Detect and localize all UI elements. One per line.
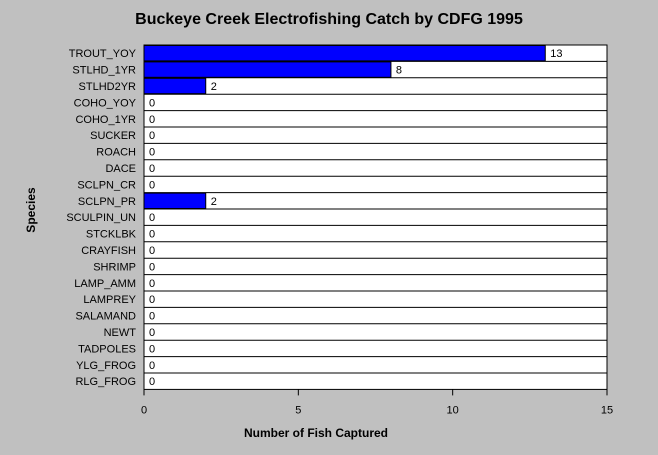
x-tick-label: 0 [141,404,147,416]
data-label: 0 [149,311,155,323]
data-label: 0 [149,261,155,273]
category-label: LAMPREY [83,294,136,306]
category-label: SHRIMP [93,261,136,273]
data-label: 2 [211,196,217,208]
data-label: 0 [149,147,155,159]
y-axis-label: Species [24,187,38,233]
category-label: SCLPN_CR [77,179,136,191]
data-label: 0 [149,376,155,388]
category-label: NEWT [104,327,137,339]
plot-area [143,44,608,390]
data-label: 0 [149,327,155,339]
category-label: YLG_FROG [76,360,136,372]
category-label: STLHD2YR [79,81,137,93]
data-label: 0 [149,179,155,191]
category-label: SCULPIN_UN [66,212,136,224]
data-label: 13 [550,48,562,60]
category-label: COHO_1YR [75,114,136,126]
chart-title: Buckeye Creek Electrofishing Catch by CD… [135,11,523,28]
category-label: ROACH [96,147,136,159]
bar-stlhd2yr [143,77,207,95]
category-label: SUCKER [90,130,136,142]
data-label: 0 [149,212,155,224]
x-tick-label: 15 [601,404,613,416]
data-label: 0 [149,130,155,142]
data-label: 0 [149,278,155,290]
category-label: COHO_YOY [74,97,137,109]
data-label: 0 [149,294,155,306]
data-label: 0 [149,343,155,355]
category-label: TADPOLES [78,343,136,355]
bar-stlhd_1yr [143,61,392,78]
data-label: 2 [211,81,217,93]
data-label: 8 [396,65,402,77]
data-label: 0 [149,163,155,175]
category-label: STLHD_1YR [72,65,136,77]
category-label: SALAMAND [75,311,136,323]
data-label: 0 [149,114,155,126]
x-tick-label: 10 [447,404,459,416]
x-tick-label: 5 [295,404,301,416]
category-label: CRAYFISH [81,245,136,257]
category-label: RLG_FROG [75,376,136,388]
category-label: SCLPN_PR [78,196,136,208]
category-label: STCKLBK [86,229,137,241]
bar-sclpn_pr [143,192,207,210]
category-label: TROUT_YOY [69,48,137,60]
data-label: 0 [149,245,155,257]
data-label: 0 [149,360,155,372]
x-axis-label: Number of Fish Captured [243,426,388,440]
bar-trout_yoy [143,45,546,62]
category-label: DACE [105,163,136,175]
data-label: 0 [149,97,155,109]
category-label: LAMP_AMM [74,278,136,290]
data-label: 0 [149,229,155,241]
